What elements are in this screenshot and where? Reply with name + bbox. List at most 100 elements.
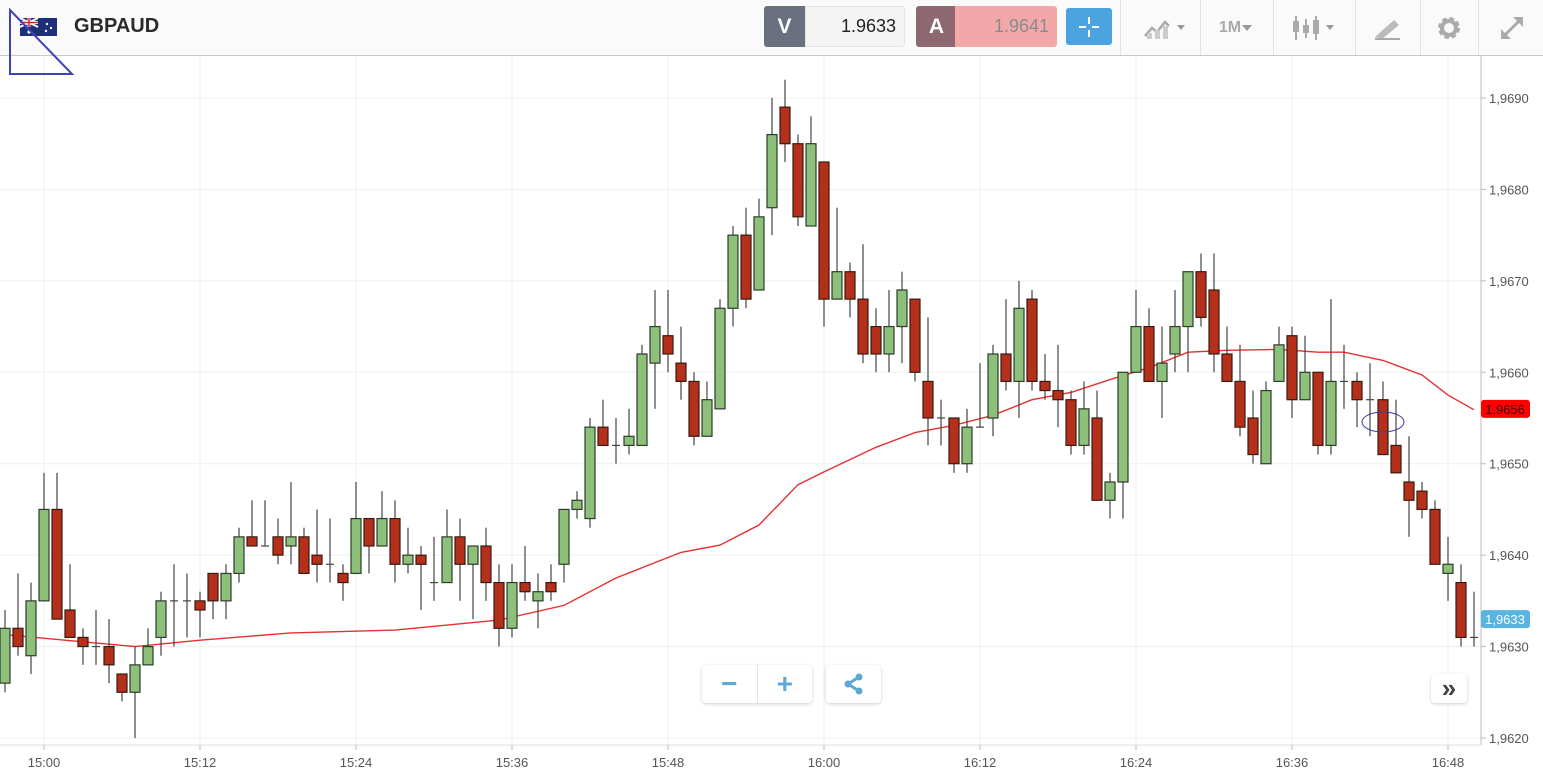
candle-body xyxy=(831,271,843,300)
y-tick-label: 1,9620 xyxy=(1489,731,1529,746)
candle-body xyxy=(25,600,37,657)
candle-down xyxy=(415,545,427,610)
gear-icon xyxy=(1438,16,1460,39)
sell-price[interactable]: 1.9633 xyxy=(805,6,905,47)
y-tick-label: 1,9670 xyxy=(1489,274,1529,289)
candle-down xyxy=(51,472,63,620)
candle-body xyxy=(597,426,609,447)
timeframe-dropdown[interactable]: 1M xyxy=(1205,6,1267,49)
candle-body xyxy=(337,572,349,584)
expand-icon xyxy=(1500,16,1524,39)
candle-body xyxy=(246,536,258,547)
candle-body xyxy=(1052,389,1064,401)
candle-body xyxy=(857,298,869,355)
candle-down xyxy=(272,518,284,565)
candle-down xyxy=(1455,564,1467,647)
candlestick-button[interactable] xyxy=(1283,6,1347,49)
candle-body xyxy=(1455,581,1467,639)
candle-body xyxy=(363,517,375,547)
candle-body xyxy=(467,545,479,565)
candle-down xyxy=(844,262,856,318)
x-tick-label: 15:24 xyxy=(340,755,373,770)
drawing-tools-button[interactable] xyxy=(1365,6,1409,49)
divider xyxy=(1420,0,1421,55)
candle-body xyxy=(1299,371,1311,401)
divider xyxy=(1273,0,1274,55)
candle-up xyxy=(1104,472,1116,519)
buy-price[interactable]: 1.9641 xyxy=(955,6,1057,47)
share-icon xyxy=(844,673,862,695)
candle-body xyxy=(1416,490,1428,511)
candle-down xyxy=(493,564,505,647)
candle-doji xyxy=(326,518,334,583)
candle-body xyxy=(870,325,882,355)
price-tag xyxy=(1481,610,1530,629)
candle-down xyxy=(1143,308,1155,383)
zoom-out-button[interactable]: − xyxy=(702,665,758,703)
candle-body xyxy=(701,399,713,437)
candle-down xyxy=(1312,371,1324,455)
moving-average-line xyxy=(4,348,1475,648)
timeframe-value: 1M xyxy=(1218,18,1242,36)
candle-down xyxy=(454,518,466,601)
candle-down xyxy=(194,591,206,638)
fullscreen-button[interactable] xyxy=(1490,6,1534,49)
drawn-ellipse-annotation[interactable] xyxy=(1361,411,1405,433)
x-axis: 15:00 15:12 15:24 15:36 15:48 16:00 16:12 16:24… xyxy=(28,745,1464,770)
candle-up xyxy=(558,508,570,583)
candle-body xyxy=(766,133,778,209)
zoom-in-button[interactable]: + xyxy=(776,668,793,699)
candle-body xyxy=(844,271,856,300)
candle-doji xyxy=(183,573,191,638)
candle-down xyxy=(1065,390,1077,455)
candle-down xyxy=(779,79,791,162)
candle-body xyxy=(51,508,63,620)
candle-body xyxy=(948,417,960,465)
chart-type-button[interactable] xyxy=(1135,6,1195,49)
candle-doji xyxy=(1340,344,1348,409)
candle-body xyxy=(1156,362,1168,383)
candle-body xyxy=(1039,380,1051,392)
candle-body xyxy=(740,234,752,300)
candle-body xyxy=(1000,353,1012,383)
candle-up xyxy=(701,381,713,437)
sell-button[interactable]: V xyxy=(764,6,805,47)
candle-up xyxy=(220,564,232,620)
candle-body xyxy=(298,536,310,575)
y-tick-label: 1,9630 xyxy=(1489,640,1529,655)
candle-up xyxy=(1013,280,1025,418)
x-tick-label: 15:12 xyxy=(184,755,217,770)
scroll-to-latest-button[interactable]: » xyxy=(1431,673,1467,703)
candle-up xyxy=(155,591,167,656)
price-tag xyxy=(1481,399,1530,418)
candle-up xyxy=(1273,326,1285,383)
candle-up xyxy=(1130,289,1142,373)
candle-body xyxy=(1377,399,1389,456)
candle-down xyxy=(207,572,219,620)
candle-body xyxy=(623,435,635,447)
candles-layer xyxy=(0,79,1478,738)
candle-down xyxy=(1026,289,1038,391)
share-button[interactable] xyxy=(826,665,881,703)
candle-down xyxy=(1195,253,1207,327)
candle-body xyxy=(753,216,765,291)
candle-body xyxy=(584,426,596,520)
settings-button[interactable] xyxy=(1428,6,1470,49)
candle-doji xyxy=(976,363,984,428)
candle-down xyxy=(922,317,934,446)
x-tick-label: 16:24 xyxy=(1120,755,1153,770)
candle-body xyxy=(805,143,817,227)
candle-body xyxy=(1208,289,1220,355)
candle-down xyxy=(545,564,557,601)
crosshair-button[interactable] xyxy=(1066,8,1112,45)
candle-body xyxy=(545,581,557,593)
candle-down xyxy=(337,564,349,601)
buy-button[interactable]: A xyxy=(916,6,957,47)
candle-down xyxy=(1039,353,1051,400)
zoom-controls: − + xyxy=(702,665,812,703)
candle-down xyxy=(12,573,24,656)
x-tick-label: 16:36 xyxy=(1276,755,1309,770)
candle-body xyxy=(662,335,674,355)
candle-body xyxy=(571,499,583,511)
